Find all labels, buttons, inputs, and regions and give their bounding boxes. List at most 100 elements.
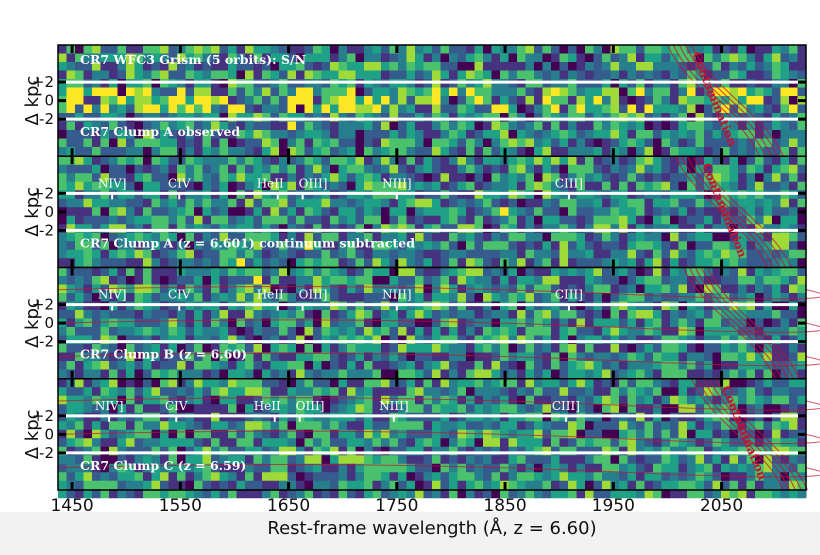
heatmap-cell <box>551 318 560 328</box>
heatmap-cell <box>219 463 229 473</box>
heatmap-cell <box>202 446 212 456</box>
heatmap-cell <box>372 369 382 379</box>
heatmap-cell <box>704 113 713 122</box>
heatmap-cell <box>500 181 509 191</box>
heatmap-cell <box>559 241 569 251</box>
heatmap-cell <box>58 181 67 191</box>
panel-bottom-label: CR7 Clump A observed <box>80 124 240 139</box>
heatmap-cell <box>593 232 603 242</box>
heatmap-cell <box>721 276 730 285</box>
heatmap-cell <box>279 173 288 183</box>
heatmap-cell <box>440 215 450 225</box>
heatmap-cell <box>670 147 679 156</box>
heatmap-cell <box>687 318 696 328</box>
heatmap-cell <box>194 395 203 405</box>
heatmap-cell <box>610 130 620 139</box>
heatmap-cell <box>58 310 67 319</box>
heatmap-cell <box>92 276 101 285</box>
heatmap-cell <box>440 249 450 259</box>
heatmap-cell <box>313 276 322 285</box>
heatmap-cell <box>228 130 237 139</box>
heatmap-cell <box>542 429 552 439</box>
heatmap-cell <box>313 224 322 234</box>
heatmap-cell <box>721 45 730 54</box>
heatmap-cell <box>109 293 118 302</box>
heatmap-cell <box>236 327 246 336</box>
heatmap-cell <box>262 113 271 122</box>
heatmap-cell <box>75 327 84 336</box>
heatmap-cell <box>160 62 169 71</box>
heatmap-cell <box>92 480 101 490</box>
heatmap-cell <box>542 198 552 208</box>
heatmap-cell <box>687 310 696 319</box>
heatmap-cell <box>262 404 271 414</box>
heatmap-cell <box>432 361 441 370</box>
heatmap-cell <box>151 96 161 105</box>
heatmap-cell <box>58 293 67 302</box>
heatmap-cell <box>627 463 637 473</box>
heatmap-cell <box>262 121 271 131</box>
heatmap-cell <box>151 472 161 482</box>
heatmap-cell <box>253 181 263 191</box>
heatmap-cell <box>279 276 288 285</box>
heatmap-cell <box>168 198 178 208</box>
heatmap-cell <box>559 361 569 370</box>
heatmap-cell <box>143 104 152 114</box>
heatmap-cell <box>262 156 271 166</box>
heatmap-cell <box>228 241 237 251</box>
heatmap-cell <box>372 130 382 139</box>
heatmap-cell <box>534 207 543 217</box>
heatmap-cell <box>780 395 790 405</box>
heatmap-cell <box>466 249 475 259</box>
heatmap-cell <box>185 395 195 405</box>
heatmap-cell <box>228 421 237 431</box>
heatmap-cell <box>66 463 76 473</box>
heatmap-cell <box>347 369 356 379</box>
heatmap-cell <box>92 310 101 319</box>
heatmap-cell <box>228 480 237 490</box>
heatmap-cell <box>398 198 407 208</box>
heatmap-cell <box>755 258 764 268</box>
heatmap-cell <box>483 113 492 122</box>
heatmap-cell <box>457 156 467 166</box>
heatmap-cell <box>644 463 654 473</box>
heatmap-cell <box>109 215 118 225</box>
heatmap-cell <box>304 104 314 114</box>
heatmap-cell <box>338 455 348 465</box>
heatmap-cell <box>92 173 101 183</box>
heatmap-cell <box>58 62 67 71</box>
heatmap-cell <box>661 198 671 208</box>
heatmap-cell <box>338 96 348 105</box>
heatmap-cell <box>253 45 263 54</box>
heatmap-cell <box>185 387 195 397</box>
heatmap-cell <box>330 215 339 225</box>
heatmap-cell <box>313 207 322 217</box>
heatmap-cell <box>134 293 144 302</box>
heatmap-cell <box>678 438 688 448</box>
heatmap-cell <box>194 87 203 97</box>
heatmap-cell <box>568 361 577 370</box>
heatmap-cell <box>415 104 424 114</box>
heatmap-cell <box>117 198 127 208</box>
heatmap-cell <box>160 104 169 114</box>
heatmap-cell <box>559 87 569 97</box>
heatmap-cell <box>194 327 203 336</box>
heatmap-cell <box>160 480 169 490</box>
heatmap-cell <box>406 455 416 465</box>
heatmap-cell <box>338 267 348 277</box>
heatmap-cell <box>83 472 93 482</box>
heatmap-cell <box>372 147 382 156</box>
heatmap-cell <box>551 104 560 114</box>
heatmap-cell <box>117 164 127 174</box>
heatmap-cell <box>491 232 501 242</box>
heatmap-cell <box>440 156 450 166</box>
heatmap-cell <box>704 156 713 166</box>
heatmap-cell <box>559 113 569 122</box>
heatmap-cell <box>398 318 407 328</box>
heatmap-cell <box>653 258 662 268</box>
heatmap-cell <box>338 113 348 122</box>
heatmap-cell <box>627 147 637 156</box>
heatmap-cell <box>321 352 331 362</box>
heatmap-cell <box>619 104 628 114</box>
heatmap-cell <box>287 369 297 379</box>
